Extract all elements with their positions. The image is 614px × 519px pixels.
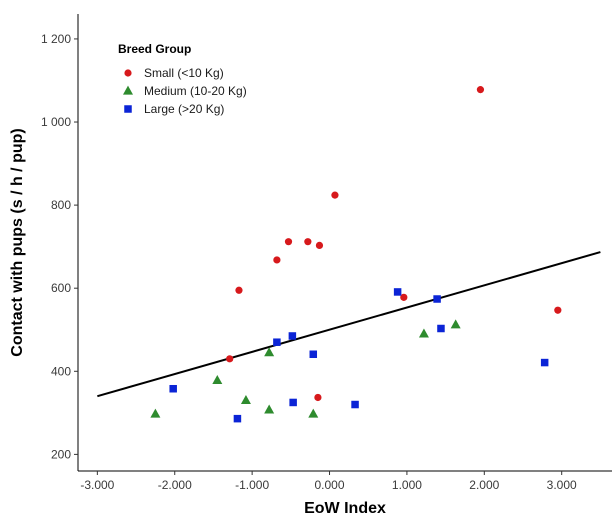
data-point-triangle	[264, 404, 275, 414]
x-tick-label: 1.000	[392, 478, 422, 492]
data-point-triangle	[212, 375, 223, 385]
data-point-circle	[331, 191, 339, 199]
y-axis-title: Contact with pups (s / h / pup)	[9, 128, 26, 356]
data-point-square	[393, 288, 402, 296]
x-tick-label: -2.000	[158, 478, 192, 492]
data-point-square	[309, 350, 318, 359]
data-point-circle	[273, 256, 281, 264]
x-tick-label: -1.000	[235, 478, 269, 492]
legend-label: Small (<10 Kg)	[144, 66, 224, 80]
data-point-circle	[400, 293, 408, 301]
data-points	[150, 86, 562, 423]
legend-marker-square	[124, 105, 132, 113]
data-point-circle	[284, 238, 293, 246]
data-point-triangle	[418, 328, 429, 338]
x-axis-title: EoW Index	[304, 500, 386, 517]
data-point-square	[433, 295, 441, 303]
y-tick-label: 800	[51, 198, 71, 212]
data-point-circle	[476, 86, 485, 94]
y-tick-label: 400	[51, 364, 71, 378]
data-point-square	[233, 414, 242, 423]
data-point-square	[273, 338, 281, 346]
data-point-triangle	[264, 347, 275, 357]
y-tick-label: 1 000	[41, 115, 71, 129]
data-point-circle	[226, 355, 234, 363]
regression-line	[97, 251, 601, 398]
legend-title: Breed Group	[118, 42, 191, 56]
data-point-square	[437, 324, 445, 333]
data-point-square	[540, 358, 549, 367]
trendline-layer	[97, 251, 601, 398]
axes: -3.000 -2.000 -1.000 0.000 1.000 2.000 3.000 20…	[41, 14, 612, 492]
data-point-triangle	[308, 408, 319, 418]
legend-marker-triangle	[123, 85, 133, 95]
legend-label: Large (>20 Kg)	[144, 102, 224, 116]
x-tick-label: 3.000	[547, 478, 577, 492]
data-point-circle	[235, 286, 243, 294]
data-point-square	[169, 384, 177, 393]
data-point-circle	[304, 238, 312, 246]
data-point-triangle	[150, 408, 161, 418]
data-point-triangle	[450, 319, 461, 329]
y-tick-label: 1 200	[41, 32, 71, 46]
data-point-triangle	[240, 394, 251, 404]
x-tick-label: 0.000	[315, 478, 345, 492]
legend-marker-circle	[124, 69, 132, 77]
x-tick-label: -3.000	[80, 478, 114, 492]
data-point-square	[351, 400, 359, 409]
legend: Breed Group Small (<10 Kg) Medium (10-20 K…	[118, 42, 247, 116]
data-point-square	[288, 332, 297, 340]
data-point-circle	[314, 393, 322, 402]
y-tick-label: 600	[51, 281, 71, 295]
data-point-circle	[315, 241, 324, 250]
legend-label: Medium (10-20 Kg)	[144, 84, 247, 98]
y-tick-label: 200	[51, 447, 71, 461]
data-point-circle	[554, 306, 562, 314]
data-point-square	[289, 398, 297, 407]
x-tick-label: 2.000	[469, 478, 499, 492]
